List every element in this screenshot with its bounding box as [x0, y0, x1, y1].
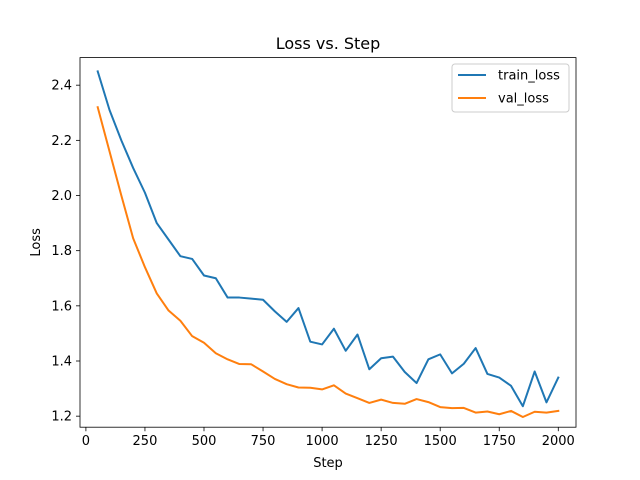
y-axis-label: Loss	[29, 228, 44, 257]
legend-label-val-loss: val_loss	[498, 92, 549, 107]
legend-label-train-loss: train_loss	[498, 69, 560, 84]
x-tick-label: 2000	[542, 434, 575, 449]
chart-title: Loss vs. Step	[276, 34, 381, 53]
x-tick-label: 0	[82, 434, 90, 449]
series-line-val-loss	[96, 106, 560, 418]
x-tick-label: 750	[251, 434, 276, 449]
y-tick-label: 1.6	[51, 299, 72, 314]
x-tick-label: 1500	[424, 434, 457, 449]
y-tick-label: 1.2	[51, 410, 72, 425]
y-tick-label: 2.0	[51, 189, 72, 204]
y-tick-label: 2.2	[51, 134, 72, 149]
legend: train_loss val_loss	[451, 63, 570, 113]
x-tick-label: 1750	[483, 434, 516, 449]
x-tick-label: 1000	[306, 434, 339, 449]
x-axis: 0 250 500 750 1000 1250 1500 1750 2000	[82, 427, 575, 449]
x-axis-label: Step	[313, 456, 343, 471]
plot-frame	[79, 57, 577, 428]
y-tick-label: 2.4	[51, 79, 72, 94]
y-axis: 1.2 1.4 1.6 1.8 2.0 2.2 2.4	[51, 79, 80, 425]
x-tick-label: 250	[133, 434, 158, 449]
x-tick-label: 1250	[365, 434, 398, 449]
plot-area	[79, 57, 577, 428]
x-tick-label: 500	[192, 434, 217, 449]
y-tick-label: 1.8	[51, 244, 72, 259]
y-tick-label: 1.4	[51, 355, 72, 370]
series-lines	[96, 70, 560, 418]
series-line-train-loss	[96, 70, 560, 408]
